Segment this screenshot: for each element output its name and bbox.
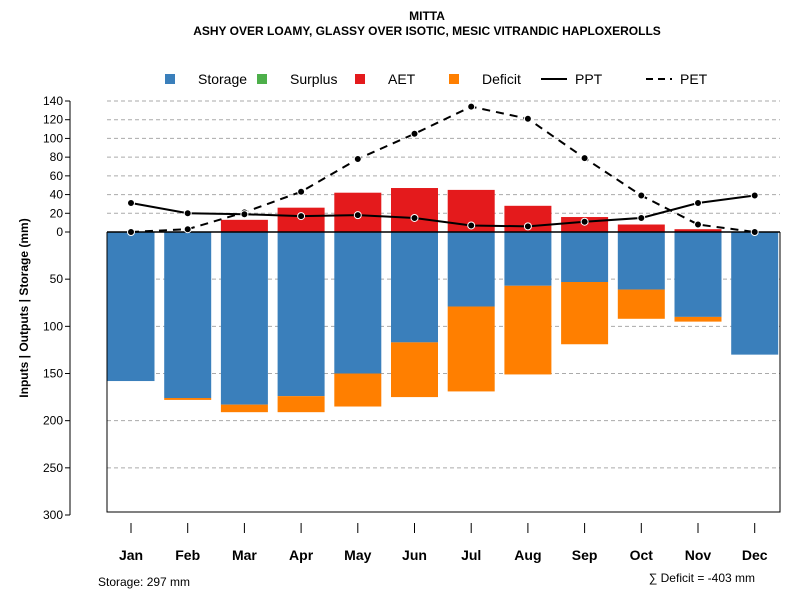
legend-label-pet: PET [680, 71, 708, 87]
pet-point-feb [183, 225, 192, 234]
x-tick-label-nov: Nov [685, 547, 712, 563]
y-tick-label-200: 200 [43, 414, 63, 428]
lower-frame [106, 232, 781, 513]
deficit-bar-nov [674, 316, 722, 322]
pet-point-oct [637, 191, 646, 200]
x-tick-label-aug: Aug [514, 547, 541, 563]
plot-frame [106, 231, 781, 513]
ppt-point-nov [694, 198, 702, 207]
y-tick-label-120: 120 [43, 113, 63, 127]
legend-label-aet: AET [388, 71, 416, 87]
aet-bar-mar [220, 219, 268, 232]
legend: Storage Surplus AET Deficit PPT PET [165, 71, 708, 87]
ppt-point-sep [580, 217, 589, 226]
legend-swatch-storage [165, 74, 175, 84]
aet-bar-jun [391, 188, 438, 232]
pet-point-jun [410, 129, 419, 138]
gridlines [107, 100, 780, 469]
storage-bar-dec [731, 232, 779, 355]
pet-point-nov [694, 220, 702, 229]
storage-bar-jan [107, 232, 155, 382]
pet-point-jul [467, 102, 476, 111]
y-tick-label-80: 80 [50, 150, 64, 164]
storage-note: Storage: 297 mm [98, 575, 190, 589]
storage-bar-sep [561, 232, 609, 282]
ppt-point-jan [127, 198, 135, 207]
x-tick-label-mar: Mar [232, 547, 257, 563]
ppt-line [130, 194, 755, 228]
deficit-bar-oct [617, 289, 665, 319]
y-tick-label-100: 100 [43, 131, 63, 145]
x-tick-label-sep: Sep [572, 547, 598, 563]
ppt-point-jul [467, 221, 476, 230]
legend-swatch-aet [355, 74, 365, 84]
storage-bar-may [334, 232, 382, 374]
pet-point-aug [523, 114, 532, 123]
storage-bar-nov [674, 232, 722, 317]
deficit-bar-jul [447, 306, 495, 392]
storage-bar-apr [277, 232, 325, 397]
y-tick-label-50: 50 [50, 272, 64, 286]
chart-title: MITTA [409, 9, 445, 23]
x-tick-label-may: May [344, 547, 371, 563]
y-tick-label-140: 140 [43, 94, 63, 108]
legend-swatch-deficit [449, 74, 459, 84]
aet-bar-nov [674, 229, 722, 232]
ppt-point-may [353, 211, 362, 220]
legend-label-deficit: Deficit [482, 71, 521, 87]
ppt-point-mar [240, 210, 249, 219]
ppt-point-jun [410, 213, 419, 222]
y-tick-label-40: 40 [50, 188, 64, 202]
legend-swatch-surplus [257, 74, 267, 84]
ppt-point-feb [183, 209, 192, 218]
x-tick-label-jun: Jun [402, 547, 427, 563]
y-tick-label-20: 20 [50, 206, 64, 220]
legend-label-surplus: Surplus [290, 71, 337, 87]
legend-label-ppt: PPT [575, 71, 603, 87]
y-tick-label-0: 0 [56, 225, 63, 239]
y-tick-label-250: 250 [43, 461, 63, 475]
x-tick-label-jul: Jul [461, 547, 481, 563]
pet-point-jan [127, 228, 135, 236]
x-tick-label-apr: Apr [289, 547, 314, 563]
pet-point-may [353, 155, 362, 164]
ppt-point-apr [297, 212, 306, 221]
y-tick-label-100: 100 [43, 319, 63, 333]
chart-subtitle: ASHY OVER LOAMY, GLASSY OVER ISOTIC, MES… [193, 24, 661, 38]
deficit-bar-may [334, 373, 382, 407]
deficit-bar-aug [504, 285, 552, 375]
y-tick-label-60: 60 [50, 169, 64, 183]
deficit-bar-feb [164, 398, 212, 400]
legend-label-storage: Storage [198, 71, 247, 87]
x-tick-label-oct: Oct [630, 547, 654, 563]
deficit-bar-jun [391, 342, 438, 398]
pet-point-sep [580, 154, 589, 163]
storage-bar-feb [164, 232, 212, 399]
x-tick-label-feb: Feb [175, 547, 200, 563]
y-tick-label-300: 300 [43, 508, 63, 522]
lines [127, 102, 759, 236]
storage-bar-jun [391, 232, 438, 343]
storage-bar-oct [617, 232, 665, 290]
x-tick-label-dec: Dec [742, 547, 768, 563]
y-axis-label: Inputs | Outputs | Storage (mm) [17, 218, 31, 397]
deficit-bar-apr [277, 396, 325, 413]
bars [107, 188, 779, 413]
deficit-bar-mar [220, 404, 268, 413]
y-tick-label-150: 150 [43, 367, 63, 381]
storage-bar-mar [220, 232, 268, 405]
x-tick-label-jan: Jan [119, 547, 143, 563]
ppt-point-oct [637, 213, 646, 222]
ppt-point-aug [523, 222, 532, 231]
ppt-point-dec [750, 191, 759, 200]
pet-point-apr [297, 187, 306, 196]
deficit-note: ∑ Deficit = -403 mm [649, 571, 755, 585]
pet-point-dec [750, 228, 759, 236]
storage-bar-jul [447, 232, 495, 307]
deficit-bar-sep [561, 281, 609, 345]
aet-bar-oct [617, 224, 665, 232]
storage-bar-aug [504, 232, 552, 286]
